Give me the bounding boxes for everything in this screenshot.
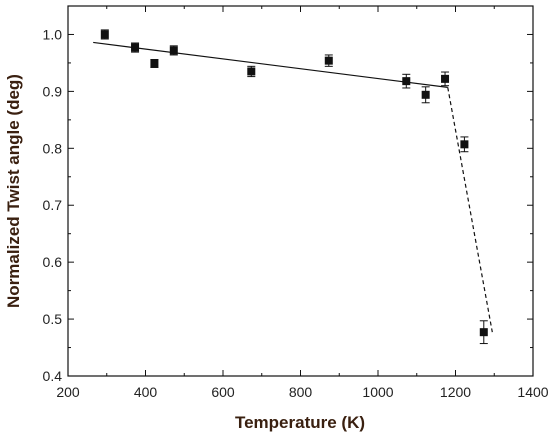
plot-frame: [67, 5, 534, 377]
data-point: [460, 140, 469, 149]
data-point: [479, 328, 488, 337]
data-point: [150, 59, 159, 68]
x-tick-label: 800: [289, 384, 313, 400]
y-tick-label: 0.5: [43, 311, 63, 327]
y-tick-label: 0.6: [43, 254, 63, 270]
data-point: [100, 30, 109, 39]
y-tick-label: 0.8: [43, 140, 63, 156]
y-tick-label: 0.9: [43, 83, 63, 99]
data-point: [441, 74, 450, 83]
x-tick-label: 1000: [362, 384, 393, 400]
axis-ticks: 200 400 600 800 1000 1200 1400 0.4 0.5 0.6 0.7 0.8 0…: [43, 6, 549, 400]
y-tick-label: 0.7: [43, 197, 63, 213]
x-tick-label: 400: [134, 384, 158, 400]
y-axis-title: Normalized Twist angle (deg): [4, 74, 23, 308]
x-tick-label: 1400: [517, 384, 548, 400]
x-tick-label: 200: [56, 384, 80, 400]
y-tick-label: 1.0: [43, 26, 63, 42]
data-points: [100, 29, 488, 345]
x-tick-label: 600: [211, 384, 235, 400]
dashed-fit-line: [447, 87, 493, 333]
x-axis-title: Temperature (K): [235, 413, 365, 432]
y-tick-label: 0.4: [43, 368, 63, 384]
data-point: [131, 43, 140, 52]
data-point: [247, 67, 256, 76]
x-tick-label: 1200: [440, 384, 471, 400]
solid-fit-line: [93, 41, 448, 88]
data-point: [402, 77, 411, 86]
data-point: [169, 46, 178, 55]
data-point: [324, 56, 333, 65]
data-point: [421, 90, 430, 99]
fit-lines: [93, 41, 493, 333]
